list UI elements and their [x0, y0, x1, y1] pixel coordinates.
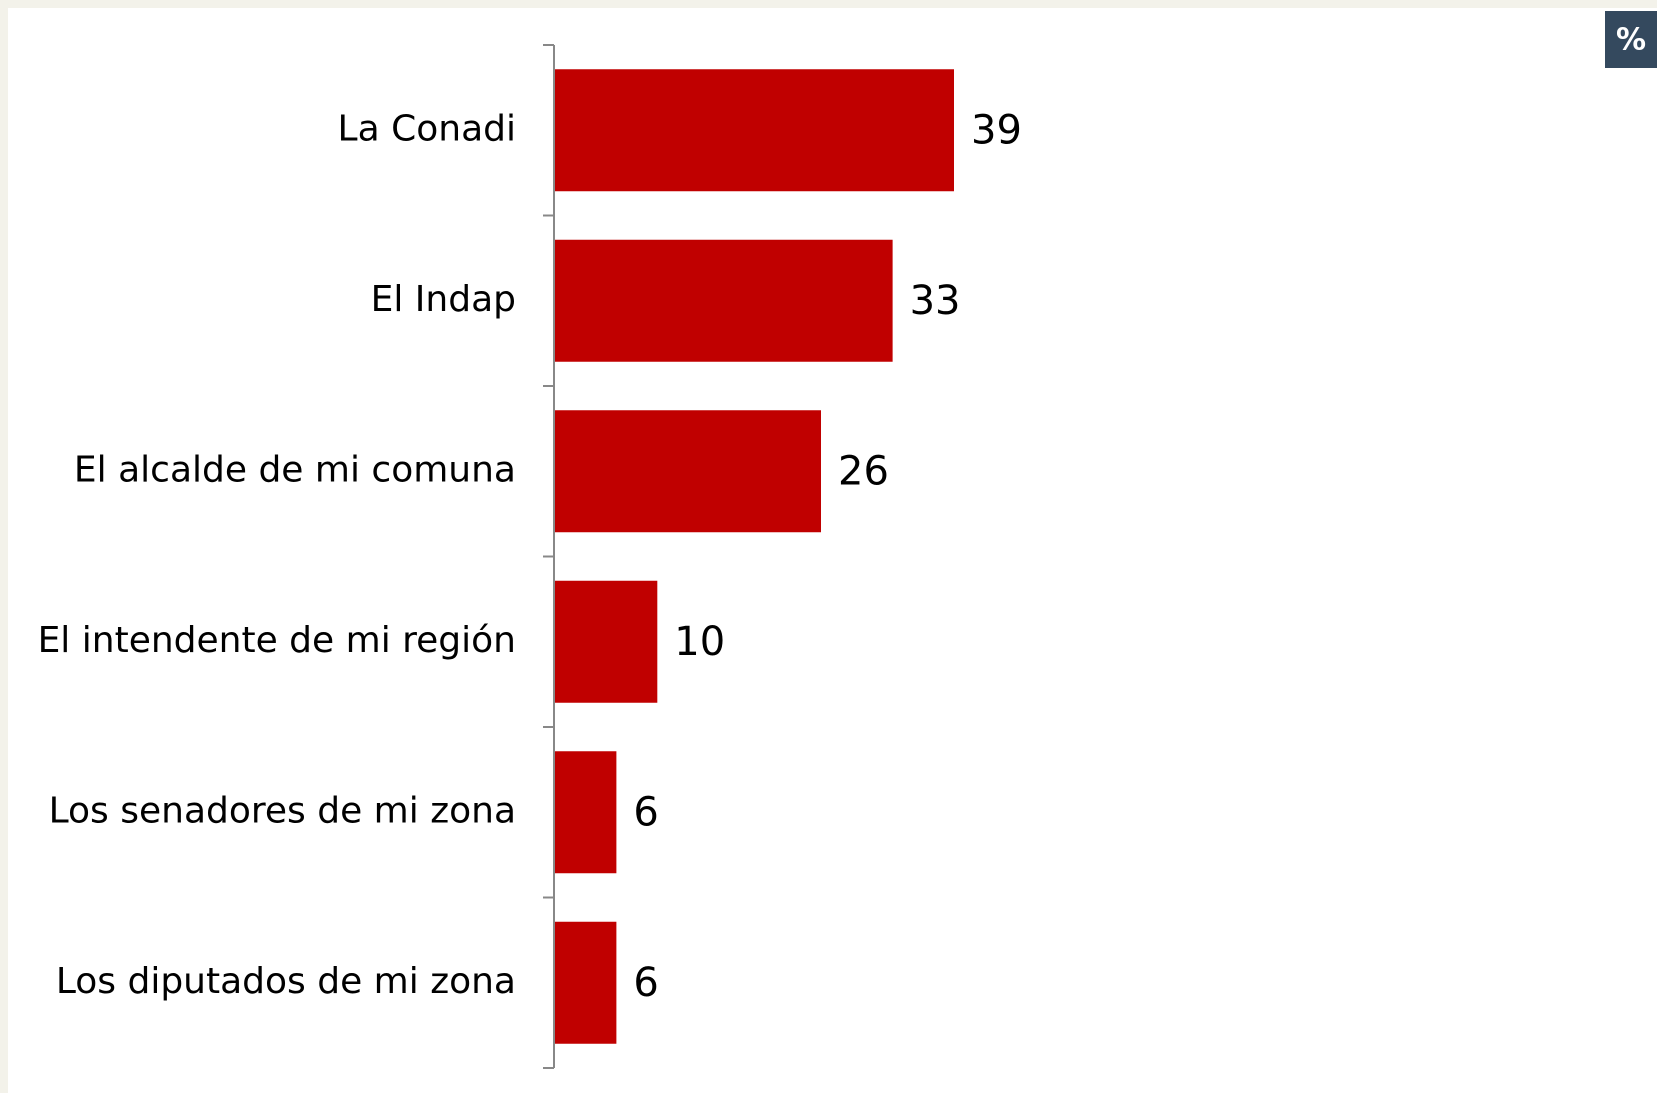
value-label: 39: [971, 107, 1022, 153]
value-label: 10: [674, 619, 725, 665]
bar: [555, 580, 658, 703]
bar: [555, 751, 617, 874]
category-label: La Conadi: [338, 108, 516, 149]
unit-label: %: [1616, 23, 1646, 58]
category-label: El Indap: [371, 279, 516, 320]
category-label: El intendente de mi región: [38, 620, 516, 661]
category-label: Los diputados de mi zona: [56, 961, 516, 1002]
category-label: Los senadores de mi zona: [49, 790, 516, 831]
bar: [555, 410, 821, 533]
value-label: 6: [633, 789, 658, 835]
bar: [555, 239, 893, 362]
value-label: 26: [838, 448, 889, 494]
bar: [555, 921, 617, 1044]
category-label: El alcalde de mi comuna: [74, 449, 516, 490]
bar: [555, 69, 954, 192]
value-label: 33: [910, 278, 961, 324]
unit-badge: [1605, 11, 1657, 68]
value-label: 6: [633, 960, 658, 1006]
